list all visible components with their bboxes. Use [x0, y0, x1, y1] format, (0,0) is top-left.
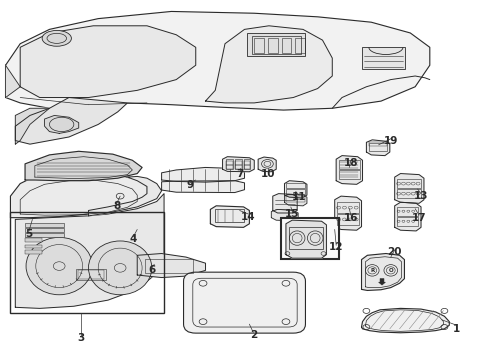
Bar	[25, 228, 64, 232]
Polygon shape	[222, 157, 254, 172]
Text: 9: 9	[186, 180, 193, 190]
Polygon shape	[335, 156, 362, 184]
Bar	[25, 223, 64, 226]
Bar	[368, 142, 386, 146]
Polygon shape	[161, 181, 244, 193]
Bar	[396, 217, 417, 226]
Bar	[243, 165, 250, 168]
Bar	[78, 270, 104, 279]
Polygon shape	[161, 167, 244, 182]
Polygon shape	[271, 210, 298, 221]
Text: 5: 5	[25, 229, 33, 239]
Bar	[10, 212, 163, 313]
FancyArrow shape	[378, 279, 385, 285]
Bar	[243, 161, 250, 165]
Polygon shape	[5, 12, 429, 110]
Bar	[251, 36, 300, 54]
Text: 13: 13	[413, 191, 427, 201]
Bar	[234, 161, 241, 165]
Polygon shape	[258, 157, 276, 172]
Ellipse shape	[88, 241, 152, 295]
Polygon shape	[361, 309, 448, 333]
Polygon shape	[205, 26, 331, 103]
Polygon shape	[334, 196, 361, 230]
Bar	[243, 159, 250, 168]
Polygon shape	[284, 181, 306, 198]
Bar	[267, 39, 277, 53]
Bar	[144, 259, 193, 273]
Polygon shape	[394, 202, 420, 231]
Polygon shape	[25, 151, 142, 181]
Bar	[338, 160, 359, 169]
Text: 18: 18	[343, 158, 357, 168]
Ellipse shape	[42, 31, 71, 46]
Bar	[215, 210, 243, 222]
Ellipse shape	[26, 237, 92, 295]
Bar	[295, 39, 305, 53]
Bar	[25, 238, 42, 242]
Bar	[254, 39, 264, 53]
Text: 19: 19	[383, 136, 397, 146]
Text: 17: 17	[411, 213, 426, 222]
Polygon shape	[366, 140, 389, 156]
Text: 12: 12	[328, 242, 343, 252]
Bar	[338, 170, 359, 179]
Polygon shape	[15, 194, 163, 309]
Polygon shape	[284, 194, 306, 206]
Bar	[396, 179, 420, 188]
Polygon shape	[285, 220, 326, 258]
Text: 16: 16	[343, 213, 357, 222]
Text: 3: 3	[78, 333, 84, 343]
Bar	[361, 47, 405, 69]
Bar	[336, 214, 358, 225]
Bar	[285, 189, 305, 194]
Bar	[281, 218, 338, 259]
Bar	[396, 207, 417, 216]
Bar	[225, 165, 232, 168]
Bar	[234, 159, 241, 168]
Bar	[246, 33, 305, 56]
Polygon shape	[20, 26, 195, 98]
Polygon shape	[88, 176, 161, 216]
Text: 20: 20	[386, 247, 401, 257]
Bar	[25, 250, 42, 253]
Polygon shape	[15, 108, 49, 144]
Polygon shape	[210, 206, 249, 227]
Bar	[289, 227, 322, 249]
Bar	[76, 269, 105, 280]
Polygon shape	[361, 253, 404, 291]
Bar	[234, 165, 241, 168]
Bar	[336, 202, 358, 213]
Text: 10: 10	[260, 168, 275, 179]
Bar	[281, 39, 291, 53]
Text: 11: 11	[291, 192, 306, 202]
Polygon shape	[137, 253, 205, 278]
Bar	[225, 161, 232, 165]
Text: O: O	[387, 268, 392, 273]
Bar	[25, 244, 42, 248]
Text: 14: 14	[241, 212, 255, 221]
Bar	[285, 197, 305, 202]
Text: R: R	[369, 268, 374, 273]
Text: 2: 2	[249, 330, 256, 340]
Bar	[368, 143, 386, 150]
Text: 7: 7	[235, 168, 243, 179]
Bar	[225, 159, 232, 168]
Polygon shape	[10, 171, 147, 218]
Text: 6: 6	[148, 265, 155, 275]
Bar	[285, 183, 305, 188]
Polygon shape	[272, 194, 297, 213]
Bar	[396, 189, 420, 198]
Text: 15: 15	[285, 209, 299, 219]
Bar	[25, 233, 64, 237]
Text: 4: 4	[129, 234, 137, 244]
Polygon shape	[394, 174, 423, 203]
Text: 1: 1	[452, 324, 459, 334]
Text: 8: 8	[113, 201, 120, 211]
FancyBboxPatch shape	[183, 272, 305, 333]
Polygon shape	[44, 116, 79, 134]
Polygon shape	[15, 98, 127, 144]
Polygon shape	[5, 65, 20, 98]
